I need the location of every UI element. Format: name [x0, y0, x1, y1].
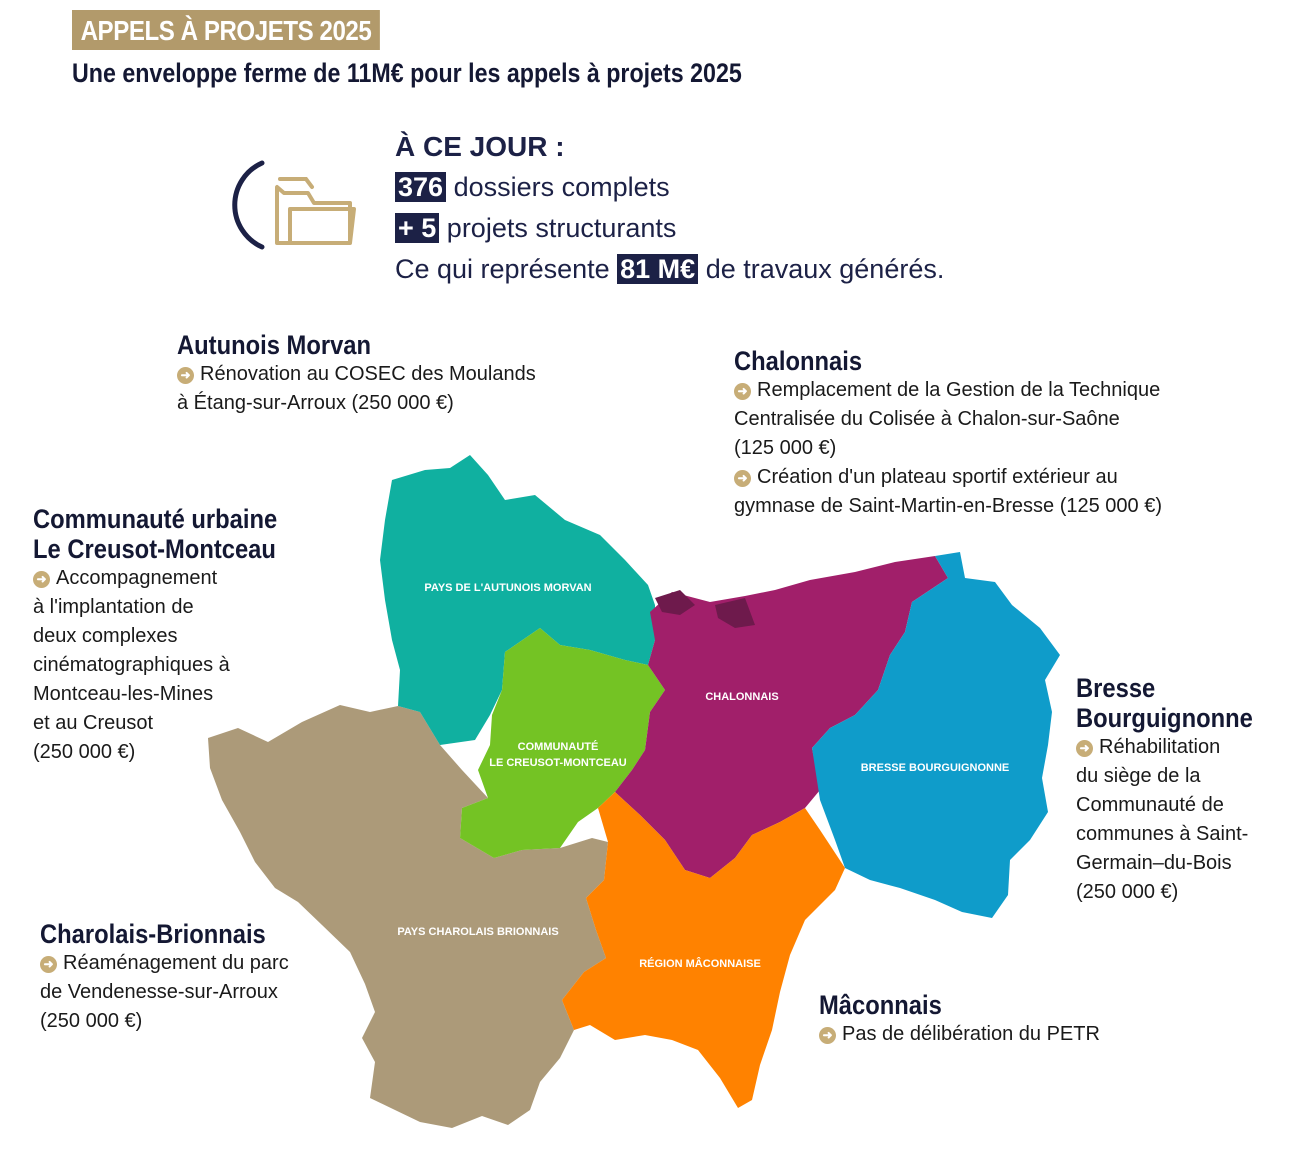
region-title-autunois: Autunois Morvan [177, 330, 372, 360]
dossiers-count: 376 [395, 172, 447, 202]
summary-projets: + 5 projets structurants [395, 208, 944, 249]
region-title-creusot-1: Communauté urbaine [33, 504, 278, 534]
region-line: (125 000 €) [734, 437, 837, 459]
travaux-suffix: de travaux générés. [698, 254, 945, 284]
region-line: deux complexes [33, 625, 178, 647]
arrow-icon: ➜ [1076, 740, 1093, 757]
region-text: Réhabilitation [1099, 736, 1221, 758]
arrow-icon: ➜ [33, 571, 50, 588]
map-region-chalonnais [615, 556, 948, 878]
region-line: ➜ Réaménagement du parc [40, 949, 297, 978]
region-line: cinématographiques à [33, 654, 230, 676]
region-line: Montceau-les-Mines [33, 683, 214, 705]
region-line: gymnase de Saint-Martin-en-Bresse (125 0… [734, 495, 1162, 517]
map-region-chalonnais-enclave [655, 590, 755, 628]
region-title-maconnais: Mâconnais [819, 990, 942, 1020]
region-charolais: Charolais-Brionnais ➜ Réaménagement du pa… [40, 919, 297, 1036]
region-line: Communauté de [1076, 794, 1224, 816]
region-autunois: Autunois Morvan ➜ Rénovation au COSEC des… [177, 330, 536, 418]
projets-count: + 5 [395, 213, 440, 243]
region-creusot: Communauté urbaine Le Creusot-Montceau ➜… [33, 504, 311, 767]
map-region-autunois [380, 455, 655, 745]
region-title-bresse-2: Bourguignonne [1076, 703, 1253, 733]
map-label-creusot-2: LE CREUSOT-MONTCEAU [489, 757, 627, 769]
map-region-charolais [208, 705, 608, 1128]
region-title-charolais: Charolais-Brionnais [40, 919, 266, 949]
region-line: du siège de la [1076, 765, 1201, 787]
region-text: Pas de délibération du PETR [842, 1023, 1100, 1045]
map-label-chalonnais: CHALONNAIS [705, 691, 778, 703]
region-line: Centralisée du Colisée à Chalon-sur-Saôn… [734, 408, 1120, 430]
region-text: Accompagnement [56, 567, 218, 589]
region-chalonnais: Chalonnais ➜ Remplacement de la Gestion d… [734, 346, 1162, 521]
travaux-prefix: Ce qui représente [395, 254, 618, 284]
region-line: ➜ Création d'un plateau sportif extérieur… [734, 463, 1162, 492]
region-line: ➜ Pas de délibération du PETR [819, 1020, 1100, 1049]
arrow-icon: ➜ [40, 956, 57, 973]
page-subtitle: Une enveloppe ferme de 11M€ pour les app… [72, 58, 742, 88]
region-line: (250 000 €) [1076, 881, 1179, 903]
arrow-icon: ➜ [734, 383, 751, 400]
region-text: Rénovation au COSEC des Moulands [200, 363, 536, 385]
region-line: à Étang-sur-Arroux (250 000 €) [177, 392, 454, 414]
region-title-chalonnais: Chalonnais [734, 346, 863, 376]
region-text: Création d'un plateau sportif extérieur … [757, 466, 1118, 488]
summary-heading: À CE JOUR : [395, 131, 565, 162]
region-line: Germain–du-Bois [1076, 852, 1232, 874]
folder-icon [232, 160, 356, 250]
region-line: (250 000 €) [33, 741, 136, 763]
dossiers-text: dossiers complets [446, 172, 670, 202]
region-bresse: Bresse Bourguignonne ➜ Réhabilitation du … [1076, 673, 1277, 907]
region-maconnais: Mâconnais ➜ Pas de délibération du PETR [819, 990, 1100, 1049]
region-line: ➜ Rénovation au COSEC des Moulands [177, 360, 536, 389]
summary-travaux: Ce qui représente 81 M€ de travaux génér… [395, 249, 944, 290]
region-line: et au Creusot [33, 712, 154, 734]
map-region-maconnais [562, 792, 845, 1108]
arrow-icon: ➜ [819, 1027, 836, 1044]
map-label-maconnais: RÉGION MÂCONNAISE [639, 957, 761, 970]
region-line: ➜ Accompagnement [33, 564, 311, 593]
region-line: ➜ Réhabilitation [1076, 733, 1277, 762]
map-region-bresse [812, 552, 1060, 918]
map-region-creusot [460, 628, 665, 858]
travaux-amount: 81 M€ [617, 254, 699, 284]
projets-text: projets structurants [439, 213, 677, 243]
arrow-icon: ➜ [734, 470, 751, 487]
map-label-charolais: PAYS CHAROLAIS BRIONNAIS [397, 926, 558, 938]
map-label-autunois: PAYS DE L'AUTUNOIS MORVAN [424, 582, 591, 594]
region-line: à l'implantation de [33, 596, 194, 618]
summary-block: À CE JOUR : 376 dossiers complets + 5 pr… [395, 126, 944, 290]
map-label-bresse: BRESSE BOURGUIGNONNE [861, 762, 1010, 774]
region-title-bresse-1: Bresse [1076, 673, 1156, 703]
region-line: de Vendenesse-sur-Arroux [40, 981, 278, 1003]
map-label-creusot-1: COMMUNAUTÉ [518, 740, 599, 753]
region-text: Remplacement de la Gestion de la Techniq… [757, 379, 1161, 401]
arrow-icon: ➜ [177, 367, 194, 384]
region-line: communes à Saint- [1076, 823, 1249, 845]
region-text: Réaménagement du parc [63, 952, 289, 974]
region-line: (250 000 €) [40, 1010, 143, 1032]
section-tag: APPELS À PROJETS 2025 [72, 10, 380, 50]
region-line: ➜ Remplacement de la Gestion de la Techni… [734, 376, 1162, 405]
region-title-creusot-2: Le Creusot-Montceau [33, 534, 276, 564]
summary-dossiers: 376 dossiers complets [395, 167, 944, 208]
